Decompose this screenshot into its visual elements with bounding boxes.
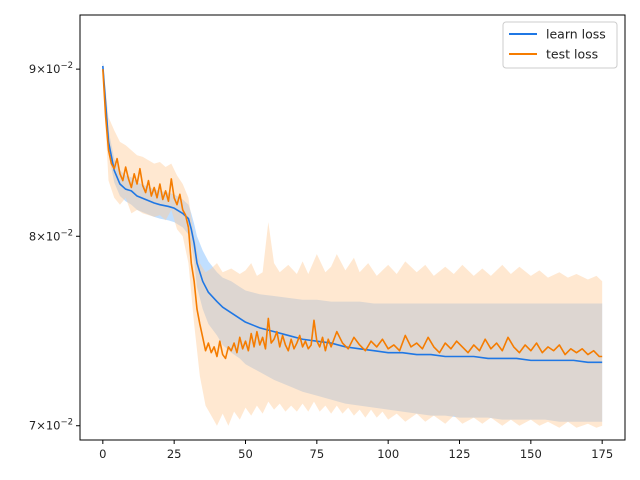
legend-label-test-loss: test loss [546,47,598,62]
y-tick-label: 7×10−2 [29,418,73,433]
x-tick-label: 50 [238,447,253,461]
x-tick-label: 0 [99,447,106,461]
legend-label-learn-loss: learn loss [546,27,606,42]
x-tick-label: 175 [591,447,613,461]
y-axis: 9×10−2 8×10−2 7×10−2 [29,61,80,433]
band-learn-loss [102,59,603,422]
x-tick-label: 150 [520,447,542,461]
x-tick-label: 100 [377,447,399,461]
y-tick-label: 9×10−2 [29,61,73,76]
x-axis: 0 25 50 75 100 125 150 175 [99,440,613,461]
series-lines [102,65,603,364]
band-test-loss [102,61,603,428]
plot-frame [79,14,626,441]
confidence-bands [102,59,603,428]
x-tick-label: 25 [167,447,182,461]
y-tick-label: 8×10−2 [29,228,73,243]
line-learn-loss [102,65,603,364]
line-test-loss [102,69,603,360]
legend: learn loss test loss [502,21,618,69]
x-tick-label: 125 [449,447,471,461]
x-tick-label: 75 [310,447,325,461]
